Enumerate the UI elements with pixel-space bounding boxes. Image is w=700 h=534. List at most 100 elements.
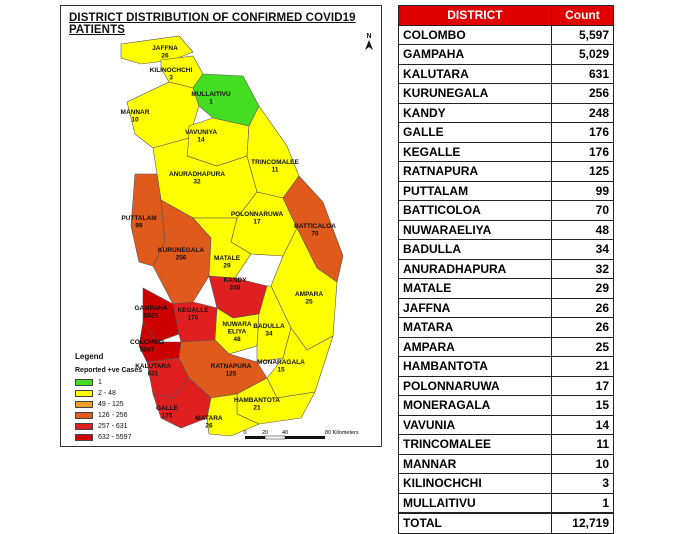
district-label: PUTTALAM 99 xyxy=(121,215,156,230)
table-row: RATNAPURA 125 xyxy=(398,161,615,182)
table-row: JAFFNA 26 xyxy=(398,297,615,318)
scale-bar: 0 20 40 80 Kilometers xyxy=(243,430,359,440)
count-cell: 11 xyxy=(550,434,615,455)
count-cell: 176 xyxy=(550,122,615,143)
table-row: COLOMBO 5,597 xyxy=(398,24,615,45)
legend: Legend Reported +ve Cases 1 2 - 48 49 - 12… xyxy=(75,352,142,443)
district-label: POLONNARUWA 17 xyxy=(231,211,284,226)
district-label: KEGALLE 176 xyxy=(177,307,209,322)
count-cell: 32 xyxy=(550,258,615,279)
district-label: MATARA 26 xyxy=(195,415,223,430)
svg-text:40: 40 xyxy=(282,430,288,436)
table-row: POLONNARUWA 17 xyxy=(398,375,615,396)
district-cell: NUWARAELIYA xyxy=(398,219,552,240)
count-cell: 25 xyxy=(550,336,615,357)
district-cell: KEGALLE xyxy=(398,141,552,162)
district-matara xyxy=(206,393,260,437)
district-cell: JAFFNA xyxy=(398,297,552,318)
total-count: 12,719 xyxy=(550,512,615,534)
district-label: NUWARA ELIYA 48 xyxy=(222,321,252,343)
district-label: AMPARA 25 xyxy=(295,291,323,306)
district-label: VAVUNIYA 14 xyxy=(185,129,217,144)
district-count-table: DISTRICT Count COLOMBO 5,597 GAMPAHA 5,029 K… xyxy=(398,5,615,534)
table-row: VAVUNIA 14 xyxy=(398,414,615,435)
count-cell: 15 xyxy=(550,395,615,416)
legend-label: 126 - 256 xyxy=(98,412,128,419)
svg-text:80 Kilometers: 80 Kilometers xyxy=(325,430,359,436)
legend-item: 257 - 631 xyxy=(75,421,142,432)
table-row: MATARA 26 xyxy=(398,317,615,338)
district-cell: MANNAR xyxy=(398,453,552,474)
district-cell: KILINOCHCHI xyxy=(398,473,552,494)
table-row: KILINOCHCHI 3 xyxy=(398,473,615,494)
district-badulla xyxy=(256,285,292,363)
district-cell: PUTTALAM xyxy=(398,180,552,201)
count-cell: 14 xyxy=(550,414,615,435)
legend-swatch xyxy=(75,390,93,397)
district-cell: KALUTARA xyxy=(398,63,552,84)
table-row: GAMPAHA 5,029 xyxy=(398,44,615,65)
count-cell: 10 xyxy=(550,453,615,474)
count-cell: 70 xyxy=(550,200,615,221)
count-cell: 48 xyxy=(550,219,615,240)
legend-label: 49 - 125 xyxy=(98,401,124,408)
table-row: ANURADHAPURA 32 xyxy=(398,258,615,279)
district-label: KANDY 248 xyxy=(223,277,247,292)
table-row: MONERAGALA 15 xyxy=(398,395,615,416)
count-cell: 17 xyxy=(550,375,615,396)
north-arrow-icon: N xyxy=(365,33,373,50)
legend-swatch xyxy=(75,412,93,419)
sri-lanka-map: N JAFFNA 26 KILINOCHCHI 3 MULLAITIVU 1 MANNAR 1… xyxy=(121,33,373,440)
district-label: GAMPAHA 5029 xyxy=(134,305,167,320)
district-label: COLOMBO 5597 xyxy=(130,339,164,354)
count-cell: 125 xyxy=(550,161,615,182)
district-label: JAFFNA 26 xyxy=(152,45,178,60)
district-cell: MATALE xyxy=(398,278,552,299)
table-row: GALLE 176 xyxy=(398,122,615,143)
district-cell: MULLAITIVU xyxy=(398,492,552,514)
legend-item: 49 - 125 xyxy=(75,399,142,410)
legend-label: 1 xyxy=(98,379,102,386)
count-cell: 5,029 xyxy=(550,44,615,65)
district-cell: GAMPAHA xyxy=(398,44,552,65)
legend-label: 632 - 5597 xyxy=(98,434,132,441)
district-label: GALLE 176 xyxy=(156,405,179,420)
district-cell: HAMBANTOTA xyxy=(398,356,552,377)
district-gampaha xyxy=(142,287,180,343)
district-label: KALUTARA 631 xyxy=(135,363,171,378)
count-cell: 5,597 xyxy=(550,24,615,45)
table-row: MANNAR 10 xyxy=(398,453,615,474)
district-mannar xyxy=(126,81,200,149)
table-header-row: DISTRICT Count xyxy=(398,5,615,26)
district-cell: GALLE xyxy=(398,122,552,143)
district-label: MONARAGALA 15 xyxy=(257,359,305,374)
district-cell: RATNAPURA xyxy=(398,161,552,182)
count-cell: 248 xyxy=(550,102,615,123)
district-cell: MATARA xyxy=(398,317,552,338)
district-cell: MONERAGALA xyxy=(398,395,552,416)
count-cell: 99 xyxy=(550,180,615,201)
legend-swatch xyxy=(75,379,93,386)
table-row: MULLAITIVU 1 xyxy=(398,492,615,514)
district-matale xyxy=(192,217,252,279)
legend-label: 2 - 48 xyxy=(98,390,116,397)
district-label: KILINOCHCHI 3 xyxy=(150,67,193,82)
count-cell: 29 xyxy=(550,278,615,299)
table-row: KEGALLE 176 xyxy=(398,141,615,162)
legend-swatch xyxy=(75,401,93,408)
header-district: DISTRICT xyxy=(398,5,552,26)
district-label: MANNAR 10 xyxy=(121,109,150,124)
table-row: AMPARA 25 xyxy=(398,336,615,357)
total-row: TOTAL 12,719 xyxy=(398,512,615,534)
table-row: TRINCOMALEE 11 xyxy=(398,434,615,455)
legend-item: 632 - 5597 xyxy=(75,432,142,443)
district-label: BADULLA 34 xyxy=(253,323,285,338)
district-cell: COLOMBO xyxy=(398,24,552,45)
count-cell: 3 xyxy=(550,473,615,494)
map-panel: N JAFFNA 26 KILINOCHCHI 3 MULLAITIVU 1 MANNAR 1… xyxy=(60,5,382,447)
legend-item: 2 - 48 xyxy=(75,388,142,399)
count-cell: 1 xyxy=(550,492,615,514)
district-mullaitivu xyxy=(192,73,260,127)
district-cell: BADULLA xyxy=(398,239,552,260)
legend-item: 1 xyxy=(75,377,142,388)
